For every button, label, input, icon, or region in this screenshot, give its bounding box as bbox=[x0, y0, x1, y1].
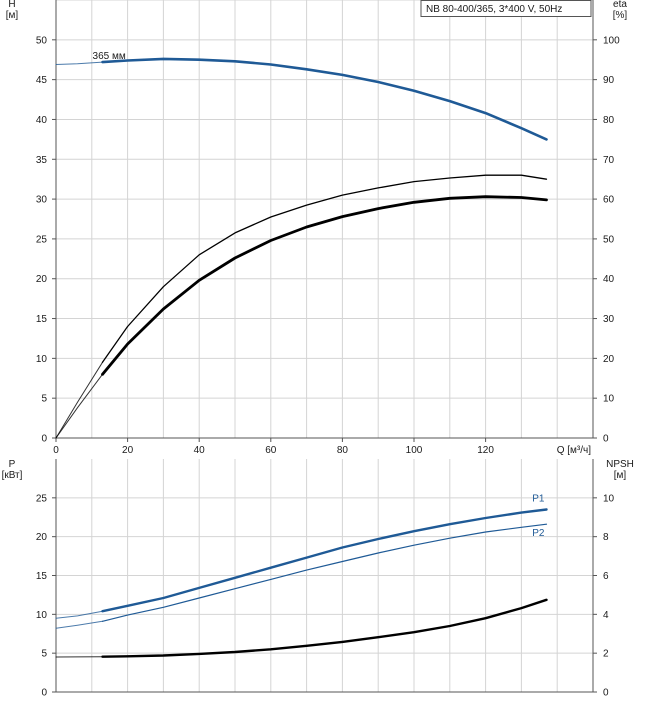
y-tick-label-left: 10 bbox=[36, 610, 48, 621]
y-tick-label-right: 2 bbox=[603, 649, 609, 660]
y-tick-label-right: 6 bbox=[603, 571, 609, 582]
x-tick-label: 120 bbox=[477, 445, 494, 456]
x-tick-label: 40 bbox=[194, 445, 206, 456]
y-tick-label-left: 0 bbox=[41, 434, 47, 445]
y-tick-label-left: 15 bbox=[36, 571, 48, 582]
y-tick-label-right: 100 bbox=[603, 35, 620, 46]
y-tick-label-left: 5 bbox=[41, 394, 47, 405]
y-tick-label-right: 10 bbox=[603, 493, 615, 504]
y-axis-label-right-name: eta bbox=[613, 0, 627, 10]
y-tick-label-left: 50 bbox=[36, 35, 48, 46]
x-tick-label: 80 bbox=[337, 445, 349, 456]
y-tick-label-right: 60 bbox=[603, 195, 615, 206]
x-axis-label: Q [м³/ч] bbox=[557, 445, 592, 456]
y-tick-label-left: 20 bbox=[36, 532, 48, 543]
y-axis-label-right-unit: [%] bbox=[613, 10, 628, 21]
head-efficiency-curve-4 bbox=[103, 197, 547, 375]
y-axis-label-right-unit: [м] bbox=[614, 470, 627, 481]
power-npsh-curve-p2 bbox=[103, 524, 547, 621]
y-tick-label-left: 20 bbox=[36, 274, 48, 285]
y-tick-label-right: 10 bbox=[603, 394, 615, 405]
series-label-p2: P2 bbox=[532, 528, 545, 539]
head-efficiency-curve-0 bbox=[103, 59, 547, 139]
y-tick-label-right: 80 bbox=[603, 115, 615, 126]
y-tick-label-right: 70 bbox=[603, 155, 615, 166]
y-tick-label-right: 30 bbox=[603, 314, 615, 325]
y-tick-label-left: 40 bbox=[36, 115, 48, 126]
y-tick-label-left: 25 bbox=[36, 493, 48, 504]
y-tick-label-right: 20 bbox=[603, 354, 615, 365]
x-tick-label: 0 bbox=[53, 445, 59, 456]
y-tick-label-left: 15 bbox=[36, 314, 48, 325]
y-tick-label-left: 0 bbox=[41, 688, 47, 699]
y-tick-label-right: 0 bbox=[603, 688, 609, 699]
head-efficiency-curve-5 bbox=[56, 374, 103, 438]
y-axis-label-left-unit: [м] bbox=[6, 10, 19, 21]
x-tick-label: 100 bbox=[406, 445, 423, 456]
y-tick-label-right: 0 bbox=[603, 434, 609, 445]
y-axis-label-right-name: NPSH bbox=[606, 459, 634, 470]
y-tick-label-left: 25 bbox=[36, 234, 48, 245]
power-npsh-curve-4 bbox=[103, 600, 547, 657]
head-efficiency-curve-1 bbox=[56, 62, 103, 64]
legend-box-text: NB 80-400/365, 3*400 V, 50Hz bbox=[426, 4, 562, 15]
y-tick-label-right: 40 bbox=[603, 274, 615, 285]
power-npsh-curve-p1 bbox=[103, 510, 547, 612]
head-efficiency-curve-2 bbox=[103, 175, 547, 362]
x-tick-label: 20 bbox=[122, 445, 134, 456]
y-tick-label-right: 90 bbox=[603, 75, 615, 86]
y-tick-label-left: 10 bbox=[36, 354, 48, 365]
y-tick-label-right: 8 bbox=[603, 532, 609, 543]
y-tick-label-left: 5 bbox=[41, 649, 47, 660]
series-label-p1: P1 bbox=[532, 493, 545, 504]
x-tick-label: 60 bbox=[265, 445, 277, 456]
y-tick-label-left: 35 bbox=[36, 155, 48, 166]
y-tick-label-right: 4 bbox=[603, 610, 609, 621]
y-axis-label-left-name: P bbox=[9, 459, 16, 470]
y-tick-label-left: 30 bbox=[36, 195, 48, 206]
y-axis-label-left-name: H bbox=[8, 0, 15, 10]
y-tick-label-right: 50 bbox=[603, 234, 615, 245]
y-axis-label-left-unit: [кВт] bbox=[2, 470, 23, 481]
y-tick-label-left: 45 bbox=[36, 75, 48, 86]
power-npsh-curve-3 bbox=[56, 621, 103, 628]
curve-annotation: 365 мм bbox=[93, 51, 126, 62]
head-efficiency-curve-3 bbox=[56, 362, 103, 438]
